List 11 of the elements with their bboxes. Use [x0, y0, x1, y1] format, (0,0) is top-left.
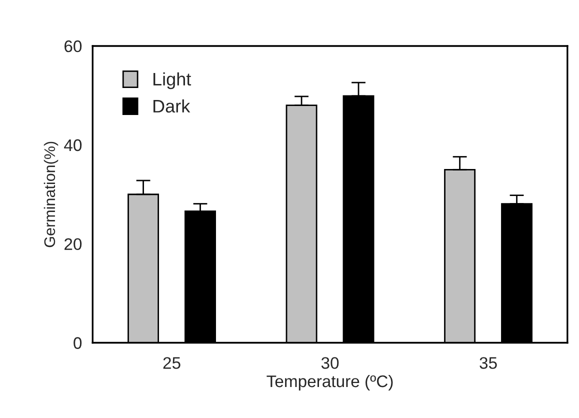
x-tick-label: 25 [163, 357, 180, 369]
x-tick-label: 30 [321, 357, 339, 369]
y-tick-label: 60 [64, 40, 82, 52]
x-axis-title: Temperature (ºC) [266, 374, 393, 390]
y-axis-title: Germination(%) [44, 142, 58, 248]
y-tick-label: 20 [64, 238, 82, 250]
legend-label: Light [154, 72, 192, 90]
y-tick-label: 40 [64, 139, 82, 152]
y-tick-label: 0 [74, 337, 82, 349]
legend-label: Dark [154, 99, 190, 113]
x-tick-label: 35 [480, 357, 497, 369]
